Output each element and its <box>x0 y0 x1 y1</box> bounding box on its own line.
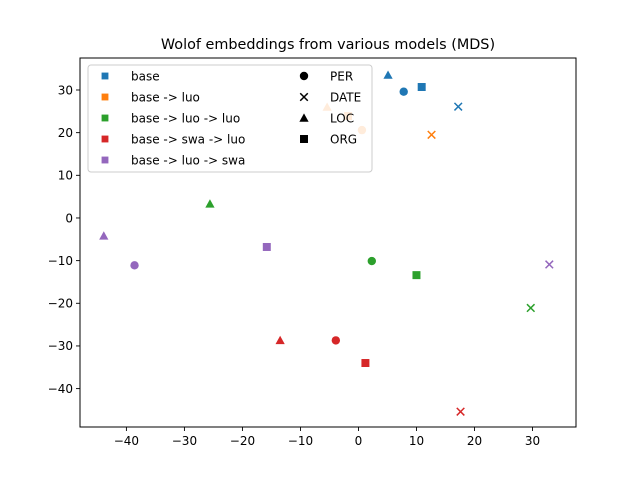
data-point-3-per <box>331 336 341 345</box>
legend-box <box>87 64 373 173</box>
legend-label-per: PER <box>330 69 353 83</box>
data-point-3-loc <box>275 335 285 345</box>
legend-marker-series-4 <box>101 156 109 164</box>
data-point-0-org <box>417 83 426 91</box>
data-point-1-date <box>427 130 436 140</box>
y-tick-label: −30 <box>48 339 73 353</box>
x-tick-label: −10 <box>288 434 313 448</box>
x-tick-label: 20 <box>467 434 482 448</box>
series-4 <box>99 231 554 270</box>
legend-label-date: DATE <box>330 90 361 104</box>
y-tick-label: 30 <box>58 83 73 97</box>
legend-label-series-2: base -> luo -> luo <box>131 111 240 125</box>
x-tick-label: 10 <box>409 434 424 448</box>
series-3 <box>275 335 465 416</box>
data-point-3-date <box>456 407 465 416</box>
legend-label-series-1: base -> luo <box>131 90 200 104</box>
legend-label-org: ORG <box>330 132 357 146</box>
axes: −40 −30 −20 −10 0 10 20 30 −40 −30 −20 −10 0 10 20 30 <box>48 57 577 448</box>
data-point-4-org <box>262 242 271 251</box>
legend-marker-per <box>299 71 309 81</box>
legend-marker-date <box>299 92 309 102</box>
x-tick-label: −20 <box>230 434 255 448</box>
legend-label-series-3: base -> swa -> luo <box>131 132 245 146</box>
legend-label-series-4: base -> luo -> swa <box>131 153 245 167</box>
y-tick-label: −40 <box>48 382 73 396</box>
series-0 <box>383 70 463 111</box>
y-tick-label: 10 <box>58 169 73 183</box>
data-point-2-loc <box>205 199 215 208</box>
legend-marker-series-3 <box>101 135 109 143</box>
legend-marker-series-1 <box>101 93 109 101</box>
legend: base base -> luo base -> luo -> luo base ->… <box>87 64 373 173</box>
y-tick-label: −10 <box>48 254 73 268</box>
axes-frame <box>79 57 577 428</box>
data-point-2-date <box>526 303 536 313</box>
legend-label-series-0: base <box>131 69 160 83</box>
series-2 <box>205 199 536 313</box>
legend-marker-series-0 <box>101 72 109 80</box>
legend-marker-loc <box>299 113 309 122</box>
x-tick-label: −40 <box>114 434 139 448</box>
data-point-4-date <box>545 260 554 269</box>
data-point-4-per <box>130 261 139 270</box>
legend-label-loc: LOC <box>330 111 354 125</box>
legend-marker-org <box>300 135 308 143</box>
data-point-3-org <box>361 359 370 368</box>
chart-title: Wolof embeddings from various models (MD… <box>161 37 495 53</box>
y-tick-label: 0 <box>65 211 73 225</box>
x-tick-label: 0 <box>355 434 363 448</box>
data-point-4-loc <box>99 231 109 240</box>
x-tick-label: −30 <box>172 434 197 448</box>
y-tick-label: −20 <box>48 297 73 311</box>
data-point-0-date <box>453 102 463 111</box>
y-tick-label: 20 <box>58 126 73 140</box>
data-point-2-org <box>412 271 421 280</box>
data-point-0-loc <box>383 70 393 79</box>
data-point-2-per <box>367 256 376 266</box>
legend-marker-series-2 <box>101 114 109 122</box>
x-tick-label: 30 <box>525 434 540 448</box>
data-point-0-per <box>399 87 408 96</box>
